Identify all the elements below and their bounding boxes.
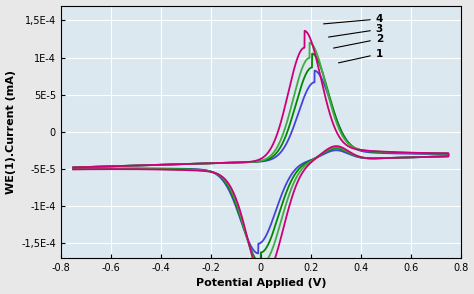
Text: 1: 1 bbox=[338, 49, 383, 63]
X-axis label: Potential Applied (V): Potential Applied (V) bbox=[195, 278, 326, 288]
Y-axis label: WE(1).Current (mA): WE(1).Current (mA) bbox=[6, 70, 16, 194]
Text: 3: 3 bbox=[328, 24, 383, 37]
Text: 4: 4 bbox=[324, 14, 383, 24]
Text: 2: 2 bbox=[334, 34, 383, 48]
